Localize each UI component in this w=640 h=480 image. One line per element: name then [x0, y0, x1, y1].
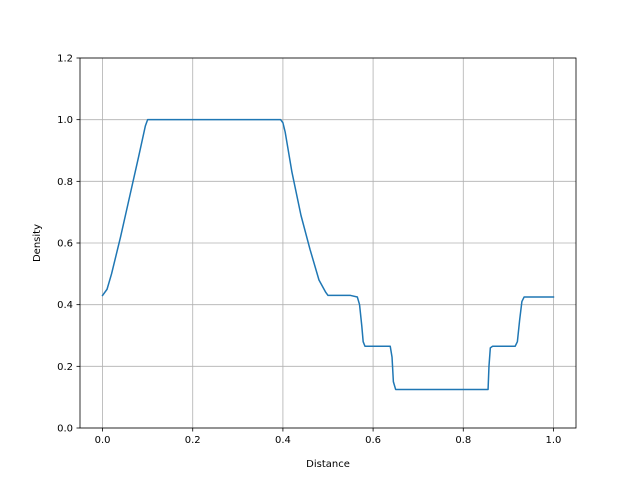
y-tick-label: 1.0	[57, 115, 73, 126]
x-tick-label: 0.0	[95, 435, 111, 446]
x-tick-label: 0.4	[275, 435, 291, 446]
x-axis-ticks: 0.0 0.2 0.4 0.6 0.8 1.0	[95, 428, 562, 446]
density-series-line	[101, 118, 555, 391]
y-tick-label: 0.6	[57, 239, 73, 250]
x-axis-label: Distance	[306, 459, 350, 470]
y-axis-ticks: 0.0 0.2 0.4 0.6 0.8 1.0 1.2	[57, 54, 80, 435]
y-tick-label: 0.4	[57, 300, 73, 311]
y-tick-label: 0.0	[57, 424, 73, 435]
x-tick-label: 0.2	[185, 435, 201, 446]
x-tick-label: 0.6	[365, 435, 381, 446]
y-tick-label: 1.2	[57, 54, 73, 65]
y-tick-label: 0.8	[57, 177, 73, 188]
x-tick-label: 1.0	[546, 435, 562, 446]
y-tick-label: 0.2	[57, 362, 73, 373]
series-layer	[101, 118, 555, 391]
y-axis-label: Density	[32, 224, 43, 262]
x-tick-label: 0.8	[455, 435, 471, 446]
